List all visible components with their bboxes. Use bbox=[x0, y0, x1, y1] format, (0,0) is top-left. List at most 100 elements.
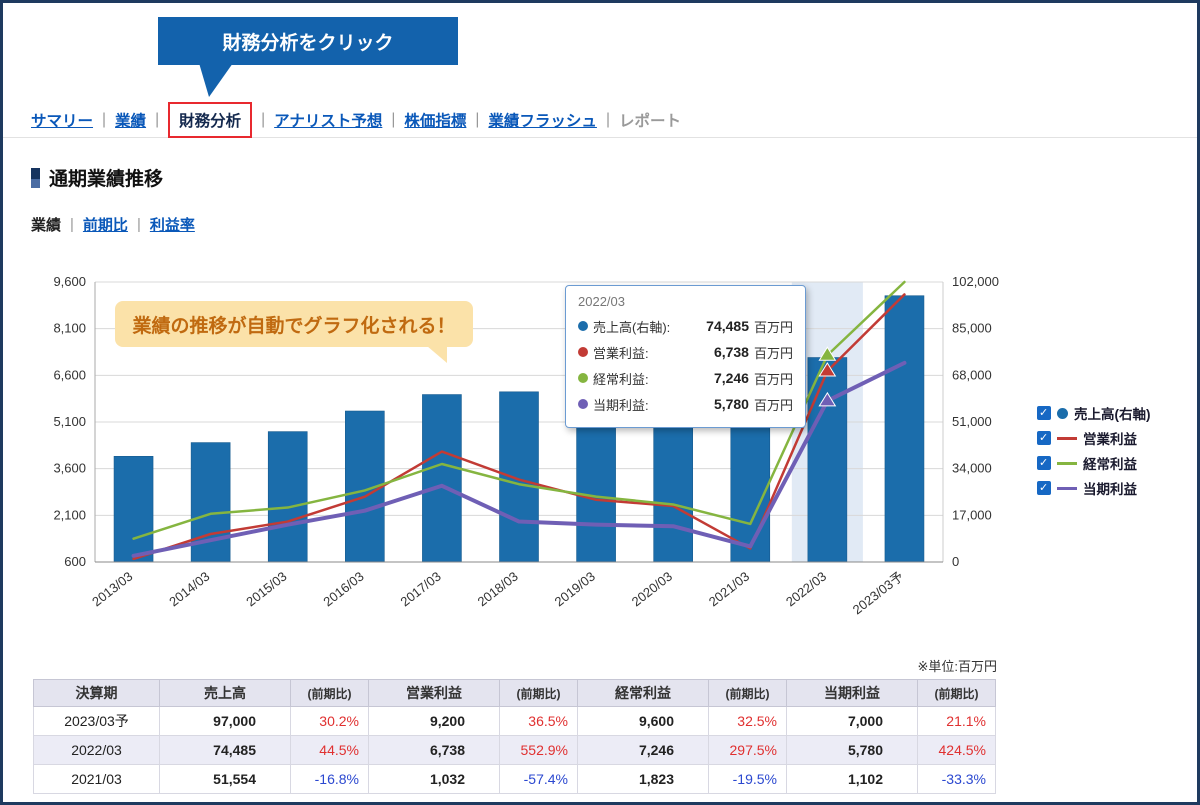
svg-text:34,000: 34,000 bbox=[952, 461, 992, 476]
legend-swatch-line-icon bbox=[1057, 436, 1077, 440]
svg-text:5,100: 5,100 bbox=[53, 414, 86, 429]
table-header: 決算期 bbox=[33, 679, 160, 707]
series-dot-icon bbox=[578, 321, 588, 331]
table-cell-pct: 36.5% bbox=[499, 706, 578, 736]
legend-swatch-line-icon bbox=[1057, 486, 1077, 490]
subnav-separator: | bbox=[70, 216, 74, 233]
subnav-tab-yoy[interactable]: 前期比 bbox=[82, 217, 128, 234]
nav-separator: | bbox=[605, 111, 610, 128]
legend-checkbox-sales[interactable] bbox=[1037, 406, 1051, 420]
tooltip-label: 営業利益: bbox=[593, 345, 649, 361]
nav-separator: | bbox=[155, 111, 160, 128]
svg-text:2022/03: 2022/03 bbox=[783, 569, 829, 610]
svg-text:0: 0 bbox=[952, 554, 959, 569]
tooltip-value: 7,246 bbox=[713, 370, 749, 386]
chart-svg[interactable]: 600 2,100 3,600 5,100 6,600 8,100 9,600 0 17,000… bbox=[31, 266, 1031, 661]
nav-tab-analyst-forecast[interactable]: アナリスト予想 bbox=[274, 113, 383, 130]
table-cell-pct: -19.5% bbox=[708, 764, 787, 794]
svg-text:68,000: 68,000 bbox=[952, 367, 992, 382]
annotation-text: 業績の推移が自動でグラフ化される！ bbox=[132, 315, 456, 337]
subnav-tab-margin[interactable]: 利益率 bbox=[149, 217, 195, 234]
results-table: 決算期 売上高 (前期比) 営業利益 (前期比) 経常利益 (前期比) 当期利益… bbox=[33, 679, 996, 794]
svg-text:6,600: 6,600 bbox=[53, 367, 86, 382]
pct-value: 36.5% bbox=[528, 713, 568, 729]
table-header: (前期比) bbox=[708, 679, 787, 707]
tooltip-unit: 百万円 bbox=[753, 397, 793, 413]
subnav-separator: | bbox=[136, 216, 141, 233]
table-cell-pct: 424.5% bbox=[917, 735, 996, 765]
performance-chart-canvas[interactable]: 600 2,100 3,600 5,100 6,600 8,100 9,600 0 17,000… bbox=[31, 266, 1031, 661]
svg-text:2,100: 2,100 bbox=[53, 507, 86, 522]
svg-text:2015/03: 2015/03 bbox=[243, 569, 289, 610]
series-dot-icon bbox=[578, 373, 588, 383]
table-cell-value: 1,032 bbox=[368, 764, 500, 794]
tooltip-unit: 百万円 bbox=[753, 371, 793, 387]
nav-separator: | bbox=[102, 111, 107, 128]
tooltip-value: 74,485 bbox=[706, 318, 749, 334]
legend-checkbox-net-profit[interactable] bbox=[1037, 481, 1051, 495]
table-cell-value: 1,823 bbox=[577, 764, 709, 794]
svg-text:2020/03: 2020/03 bbox=[629, 569, 675, 610]
table-header-row: 決算期 売上高 (前期比) 営業利益 (前期比) 経常利益 (前期比) 当期利益… bbox=[33, 679, 996, 707]
nav-tab-financial-analysis[interactable]: 財務分析 bbox=[168, 102, 253, 138]
subnav-tab-results[interactable]: 業績 bbox=[31, 217, 62, 234]
table-row: 2021/03 51,554 -16.8% 1,032 -57.4% 1,823… bbox=[33, 764, 996, 794]
callout-arrow-icon bbox=[199, 63, 233, 97]
pct-value: 552.9% bbox=[520, 742, 568, 758]
table-header: (前期比) bbox=[917, 679, 996, 707]
pct-value: 297.5% bbox=[729, 742, 777, 758]
tooltip-unit: 百万円 bbox=[753, 319, 793, 335]
svg-text:2014/03: 2014/03 bbox=[166, 569, 212, 610]
legend-item-net-profit: 当期利益 bbox=[1037, 480, 1151, 497]
pct-value: 32.5% bbox=[737, 713, 777, 729]
legend-label: 営業利益 bbox=[1083, 432, 1137, 447]
nav-tab-stock-indicators[interactable]: 株価指標 bbox=[404, 113, 467, 130]
svg-text:17,000: 17,000 bbox=[952, 507, 992, 522]
svg-text:2023/03予: 2023/03予 bbox=[850, 569, 907, 618]
chart-legend: 売上高(右軸) 営業利益 経常利益 当期利益 bbox=[1037, 405, 1151, 497]
svg-text:9,600: 9,600 bbox=[53, 274, 86, 289]
table-header: 経常利益 bbox=[577, 679, 709, 707]
svg-text:51,000: 51,000 bbox=[952, 414, 992, 429]
table-cell-pct: 552.9% bbox=[499, 735, 578, 765]
sub-nav: 業績 | 前期比 | 利益率 bbox=[31, 214, 195, 235]
tooltip-row: 経常利益: 7,246 百万円 bbox=[578, 365, 793, 391]
tooltip-value: 5,780 bbox=[713, 396, 749, 412]
legend-item-operating-profit: 営業利益 bbox=[1037, 430, 1151, 447]
pct-value: -19.5% bbox=[732, 771, 777, 787]
nav-separator: | bbox=[261, 111, 266, 128]
table-cell-value: 7,000 bbox=[786, 706, 918, 736]
table-cell-value: 1,102 bbox=[786, 764, 918, 794]
table-cell-pct: 44.5% bbox=[290, 735, 369, 765]
tooltip-unit: 百万円 bbox=[753, 345, 793, 361]
nav-tab-results[interactable]: 業績 bbox=[115, 113, 147, 130]
table-cell-value: 74,485 bbox=[159, 735, 291, 765]
nav-tab-summary[interactable]: サマリー bbox=[31, 113, 94, 130]
section-heading: 通期業績推移 bbox=[31, 164, 163, 191]
svg-text:85,000: 85,000 bbox=[952, 321, 992, 336]
nav-tab-results-flash[interactable]: 業績フラッシュ bbox=[488, 113, 597, 130]
table-cell-value: 97,000 bbox=[159, 706, 291, 736]
tooltip-title: 2022/03 bbox=[578, 294, 625, 309]
svg-text:2021/03: 2021/03 bbox=[706, 569, 752, 610]
chart-tooltip: 2022/03 売上高(右軸): 74,485 百万円 営業利益: 6,738 … bbox=[565, 285, 806, 428]
table-header: 売上高 bbox=[159, 679, 291, 707]
legend-checkbox-ordinary-profit[interactable] bbox=[1037, 456, 1051, 470]
legend-swatch-circle-icon bbox=[1057, 407, 1068, 419]
svg-text:3,600: 3,600 bbox=[53, 461, 86, 476]
legend-checkbox-operating-profit[interactable] bbox=[1037, 431, 1051, 445]
svg-text:600: 600 bbox=[64, 554, 86, 569]
tooltip-value: 6,738 bbox=[713, 344, 749, 360]
table-cell-value: 5,780 bbox=[786, 735, 918, 765]
table-cell-pct: -33.3% bbox=[917, 764, 996, 794]
svg-text:8,100: 8,100 bbox=[53, 321, 86, 336]
tooltip-label: 売上高(右軸): bbox=[593, 319, 671, 335]
nav-tab-report: レポート bbox=[618, 113, 681, 130]
legend-item-sales: 売上高(右軸) bbox=[1037, 405, 1151, 422]
pct-value: 30.2% bbox=[319, 713, 359, 729]
callout-bubble: 財務分析をクリック bbox=[158, 17, 458, 65]
tooltip-label: 当期利益: bbox=[593, 397, 649, 413]
table-header: 営業利益 bbox=[368, 679, 500, 707]
svg-text:2017/03: 2017/03 bbox=[397, 569, 443, 610]
